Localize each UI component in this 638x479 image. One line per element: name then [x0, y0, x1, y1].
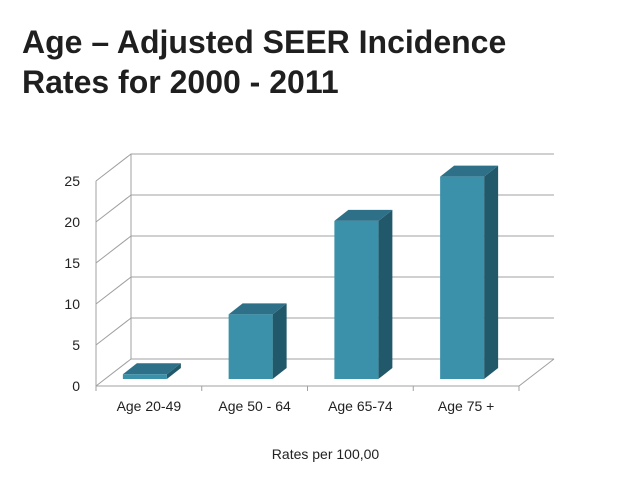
x-tick-label: Age 20-49: [117, 398, 182, 414]
axes: [95, 154, 555, 391]
bar: [122, 363, 181, 379]
x-axis-label: Rates per 100,00: [272, 446, 380, 462]
slide-title: Age – Adjusted SEER Incidence Rates for …: [22, 22, 622, 102]
y-tick-label: 10: [64, 296, 80, 312]
x-tick-label: Age 65-74: [328, 398, 393, 414]
x-tick-labels: Age 20-49 Age 50 - 64 Age 65-74 Age 75 +: [117, 398, 495, 414]
slide-title-line-2: Rates for 2000 - 2011: [22, 64, 339, 100]
x-tick-label: Age 50 - 64: [218, 398, 291, 414]
bar: [228, 303, 287, 379]
slide-title-line-1: Age – Adjusted SEER Incidence: [22, 24, 507, 60]
y-tick-labels: 0 5 10 15 20 25: [64, 173, 80, 394]
bar: [440, 165, 499, 379]
bars: [122, 165, 499, 379]
y-tick-label: 15: [64, 255, 80, 271]
y-tick-label: 20: [64, 214, 80, 230]
y-tick-label: 25: [64, 173, 80, 189]
x-tick-label: Age 75 +: [438, 398, 494, 414]
y-tick-label: 5: [72, 337, 80, 353]
bar: [334, 209, 393, 379]
y-tick-label: 0: [72, 378, 80, 394]
